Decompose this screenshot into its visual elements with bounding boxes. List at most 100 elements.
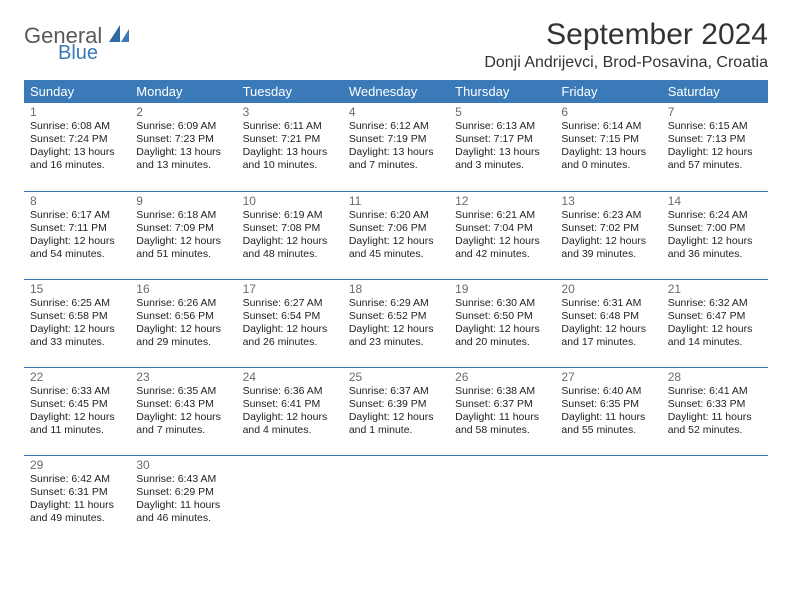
sunset-line: Sunset: 6:52 PM [349,310,443,323]
daylight-line: Daylight: 13 hours and 0 minutes. [561,146,655,172]
calendar-cell: 7Sunrise: 6:15 AMSunset: 7:13 PMDaylight… [662,103,768,191]
sunset-line: Sunset: 6:45 PM [30,398,124,411]
calendar-cell: 26Sunrise: 6:38 AMSunset: 6:37 PMDayligh… [449,367,555,455]
calendar-cell: 29Sunrise: 6:42 AMSunset: 6:31 PMDayligh… [24,455,130,543]
sunrise-line: Sunrise: 6:21 AM [455,209,549,222]
day-number: 19 [455,282,549,296]
daylight-line: Daylight: 12 hours and 1 minute. [349,411,443,437]
day-number: 9 [136,194,230,208]
daylight-line: Daylight: 13 hours and 7 minutes. [349,146,443,172]
sunset-line: Sunset: 6:37 PM [455,398,549,411]
day-header: Sunday [24,80,130,103]
sunset-line: Sunset: 6:43 PM [136,398,230,411]
day-number: 30 [136,458,230,472]
daylight-line: Daylight: 12 hours and 11 minutes. [30,411,124,437]
sunrise-line: Sunrise: 6:20 AM [349,209,443,222]
daylight-line: Daylight: 12 hours and 48 minutes. [243,235,337,261]
day-number: 20 [561,282,655,296]
sunrise-line: Sunrise: 6:26 AM [136,297,230,310]
daylight-line: Daylight: 12 hours and 4 minutes. [243,411,337,437]
daylight-line: Daylight: 11 hours and 58 minutes. [455,411,549,437]
day-number: 12 [455,194,549,208]
day-header: Thursday [449,80,555,103]
sunset-line: Sunset: 7:00 PM [668,222,762,235]
sunset-line: Sunset: 7:21 PM [243,133,337,146]
day-number: 26 [455,370,549,384]
calendar-cell: 21Sunrise: 6:32 AMSunset: 6:47 PMDayligh… [662,279,768,367]
sunrise-line: Sunrise: 6:37 AM [349,385,443,398]
calendar-cell: 9Sunrise: 6:18 AMSunset: 7:09 PMDaylight… [130,191,236,279]
sunset-line: Sunset: 6:33 PM [668,398,762,411]
sunset-line: Sunset: 6:50 PM [455,310,549,323]
sunrise-line: Sunrise: 6:13 AM [455,120,549,133]
day-number: 13 [561,194,655,208]
calendar-cell: 4Sunrise: 6:12 AMSunset: 7:19 PMDaylight… [343,103,449,191]
day-header: Monday [130,80,236,103]
day-header: Wednesday [343,80,449,103]
sunrise-line: Sunrise: 6:18 AM [136,209,230,222]
location: Donji Andrijevci, Brod-Posavina, Croatia [484,54,768,72]
calendar-cell: 8Sunrise: 6:17 AMSunset: 7:11 PMDaylight… [24,191,130,279]
sunset-line: Sunset: 6:54 PM [243,310,337,323]
sunset-line: Sunset: 7:17 PM [455,133,549,146]
day-number: 29 [30,458,124,472]
calendar-cell: 12Sunrise: 6:21 AMSunset: 7:04 PMDayligh… [449,191,555,279]
sunset-line: Sunset: 7:15 PM [561,133,655,146]
calendar-header-row: SundayMondayTuesdayWednesdayThursdayFrid… [24,80,768,103]
sunset-line: Sunset: 6:48 PM [561,310,655,323]
sunrise-line: Sunrise: 6:11 AM [243,120,337,133]
calendar-cell: 28Sunrise: 6:41 AMSunset: 6:33 PMDayligh… [662,367,768,455]
day-number: 1 [30,105,124,119]
sunrise-line: Sunrise: 6:29 AM [349,297,443,310]
sunrise-line: Sunrise: 6:32 AM [668,297,762,310]
calendar-cell [662,455,768,543]
daylight-line: Daylight: 12 hours and 51 minutes. [136,235,230,261]
calendar-cell: 22Sunrise: 6:33 AMSunset: 6:45 PMDayligh… [24,367,130,455]
daylight-line: Daylight: 13 hours and 3 minutes. [455,146,549,172]
daylight-line: Daylight: 12 hours and 33 minutes. [30,323,124,349]
calendar-cell: 27Sunrise: 6:40 AMSunset: 6:35 PMDayligh… [555,367,661,455]
day-header: Friday [555,80,661,103]
day-number: 4 [349,105,443,119]
calendar-cell: 25Sunrise: 6:37 AMSunset: 6:39 PMDayligh… [343,367,449,455]
day-number: 25 [349,370,443,384]
sunset-line: Sunset: 7:04 PM [455,222,549,235]
sunrise-line: Sunrise: 6:41 AM [668,385,762,398]
calendar-cell [555,455,661,543]
sunrise-line: Sunrise: 6:08 AM [30,120,124,133]
sunset-line: Sunset: 7:11 PM [30,222,124,235]
sunrise-line: Sunrise: 6:17 AM [30,209,124,222]
daylight-line: Daylight: 12 hours and 7 minutes. [136,411,230,437]
calendar-cell: 23Sunrise: 6:35 AMSunset: 6:43 PMDayligh… [130,367,236,455]
daylight-line: Daylight: 12 hours and 42 minutes. [455,235,549,261]
calendar-cell: 16Sunrise: 6:26 AMSunset: 6:56 PMDayligh… [130,279,236,367]
calendar-cell: 20Sunrise: 6:31 AMSunset: 6:48 PMDayligh… [555,279,661,367]
calendar-cell: 2Sunrise: 6:09 AMSunset: 7:23 PMDaylight… [130,103,236,191]
sunset-line: Sunset: 7:09 PM [136,222,230,235]
sunrise-line: Sunrise: 6:40 AM [561,385,655,398]
daylight-line: Daylight: 13 hours and 13 minutes. [136,146,230,172]
sunset-line: Sunset: 6:41 PM [243,398,337,411]
daylight-line: Daylight: 11 hours and 46 minutes. [136,499,230,525]
day-number: 17 [243,282,337,296]
day-number: 5 [455,105,549,119]
calendar-cell: 30Sunrise: 6:43 AMSunset: 6:29 PMDayligh… [130,455,236,543]
day-header: Saturday [662,80,768,103]
day-number: 22 [30,370,124,384]
logo-text: General Blue [24,22,131,62]
sunrise-line: Sunrise: 6:12 AM [349,120,443,133]
sunset-line: Sunset: 7:13 PM [668,133,762,146]
sunrise-line: Sunrise: 6:31 AM [561,297,655,310]
calendar-cell: 14Sunrise: 6:24 AMSunset: 7:00 PMDayligh… [662,191,768,279]
sunset-line: Sunset: 7:06 PM [349,222,443,235]
day-number: 16 [136,282,230,296]
sunset-line: Sunset: 7:02 PM [561,222,655,235]
calendar-body: 1Sunrise: 6:08 AMSunset: 7:24 PMDaylight… [24,103,768,543]
calendar-cell: 10Sunrise: 6:19 AMSunset: 7:08 PMDayligh… [237,191,343,279]
daylight-line: Daylight: 12 hours and 14 minutes. [668,323,762,349]
day-number: 7 [668,105,762,119]
daylight-line: Daylight: 13 hours and 10 minutes. [243,146,337,172]
sunrise-line: Sunrise: 6:19 AM [243,209,337,222]
calendar-cell: 17Sunrise: 6:27 AMSunset: 6:54 PMDayligh… [237,279,343,367]
day-number: 18 [349,282,443,296]
